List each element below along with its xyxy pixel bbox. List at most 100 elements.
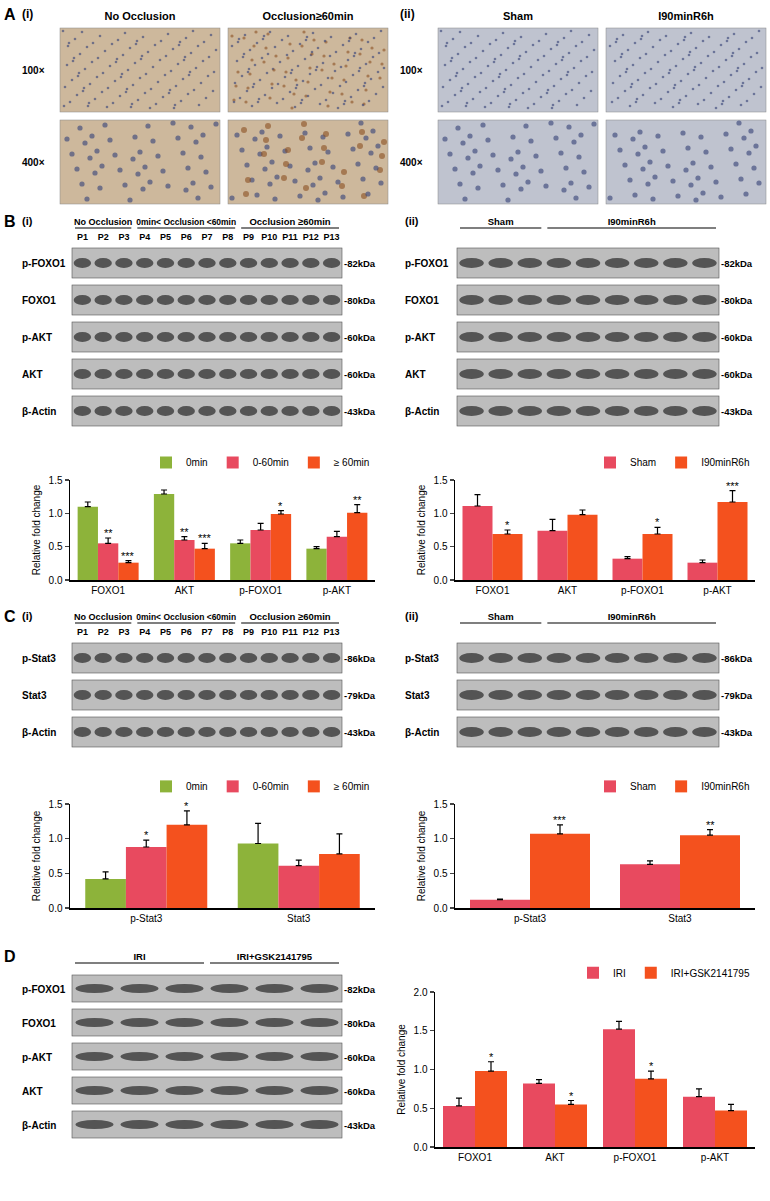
svg-text:Relative fold change: Relative fold change (416, 810, 427, 901)
svg-text:1.0: 1.0 (49, 508, 63, 519)
svg-text:-60kDa: -60kDa (344, 1086, 376, 1097)
svg-text:FOXO1: FOXO1 (22, 1018, 56, 1029)
svg-text:p-Stat3: p-Stat3 (405, 653, 439, 664)
svg-text:IRI: IRI (133, 951, 145, 962)
svg-text:-60kDa: -60kDa (721, 369, 753, 380)
svg-text:P3: P3 (118, 232, 129, 242)
svg-text:P2: P2 (98, 232, 109, 242)
svg-text:0.5: 0.5 (434, 868, 448, 879)
svg-text:p-AKT: p-AKT (22, 332, 52, 343)
svg-text:β-Actin: β-Actin (405, 727, 439, 738)
svg-text:0.0: 0.0 (434, 575, 448, 586)
svg-text:P4: P4 (139, 627, 150, 637)
svg-text:(ii): (ii) (405, 215, 419, 227)
svg-text:0min< Occlusion <60min: 0min< Occlusion <60min (136, 611, 236, 622)
svg-text:p-AKT: p-AKT (701, 1152, 729, 1163)
svg-text:IRI: IRI (613, 968, 626, 979)
svg-text:IRI+GSK2141795: IRI+GSK2141795 (237, 951, 313, 962)
svg-text:1.0: 1.0 (434, 833, 448, 844)
svg-text:FOXO1: FOXO1 (458, 1152, 492, 1163)
svg-text:1.0: 1.0 (434, 508, 448, 519)
svg-text:P6: P6 (181, 232, 192, 242)
svg-text:1.5: 1.5 (49, 475, 63, 486)
svg-text:FOXO1: FOXO1 (91, 585, 125, 596)
svg-text:**: ** (180, 526, 189, 538)
svg-text:P11: P11 (282, 627, 298, 637)
svg-text:p-FOXO1: p-FOXO1 (239, 585, 282, 596)
svg-text:Stat3: Stat3 (287, 913, 311, 924)
svg-text:P5: P5 (160, 627, 171, 637)
svg-text:*: * (489, 1051, 494, 1063)
svg-text:(i): (i) (22, 610, 33, 622)
svg-text:Stat3: Stat3 (668, 913, 692, 924)
svg-text:0min< Occlusion <60min: 0min< Occlusion <60min (136, 216, 236, 227)
svg-text:0.0: 0.0 (414, 1142, 428, 1153)
svg-text:0min: 0min (186, 781, 208, 792)
svg-text:-60kDa: -60kDa (344, 1052, 376, 1063)
svg-text:I90minR6h: I90minR6h (658, 10, 714, 22)
svg-text:*: * (505, 519, 510, 531)
svg-text:-43kDa: -43kDa (721, 727, 753, 738)
svg-text:β-Actin: β-Actin (22, 406, 56, 417)
svg-text:2.0: 2.0 (414, 987, 428, 998)
svg-text:Sham: Sham (488, 611, 514, 622)
svg-text:C: C (4, 608, 16, 625)
svg-text:-82kDa: -82kDa (344, 984, 376, 995)
svg-text:*: * (144, 829, 149, 841)
svg-text:-43kDa: -43kDa (344, 727, 376, 738)
svg-text:No Occlusion: No Occlusion (74, 611, 132, 622)
svg-text:No Occlusion: No Occlusion (105, 10, 176, 22)
svg-text:*: * (569, 1090, 574, 1102)
svg-text:p-Stat3: p-Stat3 (22, 653, 56, 664)
svg-text:1.0: 1.0 (414, 1064, 428, 1075)
svg-text:p-FOXO1: p-FOXO1 (405, 258, 449, 269)
svg-text:-79kDa: -79kDa (721, 690, 753, 701)
svg-text:p-AKT: p-AKT (405, 332, 435, 343)
svg-text:0.5: 0.5 (49, 541, 63, 552)
svg-text:P1: P1 (77, 232, 88, 242)
svg-text:0.5: 0.5 (49, 868, 63, 879)
svg-text:P9: P9 (243, 232, 254, 242)
svg-text:-80kDa: -80kDa (721, 295, 753, 306)
svg-text:P6: P6 (181, 627, 192, 637)
svg-text:P10: P10 (261, 232, 277, 242)
svg-text:0.0: 0.0 (49, 903, 63, 914)
svg-text:AKT: AKT (22, 369, 43, 380)
svg-text:**: ** (104, 527, 113, 539)
svg-text:β-Actin: β-Actin (22, 1120, 56, 1131)
svg-text:≥ 60min: ≥ 60min (334, 457, 370, 468)
svg-text:AKT: AKT (175, 585, 194, 596)
svg-text:-60kDa: -60kDa (344, 332, 376, 343)
svg-text:p-AKT: p-AKT (323, 585, 351, 596)
svg-text:***: *** (553, 814, 567, 826)
svg-text:-79kDa: -79kDa (344, 690, 376, 701)
svg-text:0.0: 0.0 (434, 903, 448, 914)
svg-text:No Occlusion: No Occlusion (74, 216, 132, 227)
svg-text:***: *** (726, 480, 740, 492)
svg-text:(i): (i) (22, 7, 33, 21)
svg-text:Occlusion≥60min: Occlusion≥60min (262, 10, 353, 22)
svg-text:1.5: 1.5 (434, 475, 448, 486)
svg-text:-80kDa: -80kDa (344, 1018, 376, 1029)
svg-text:0-60min: 0-60min (253, 781, 289, 792)
svg-text:*: * (184, 800, 189, 812)
svg-text:p-FOXO1: p-FOXO1 (621, 585, 664, 596)
svg-text:P10: P10 (261, 627, 277, 637)
svg-text:Stat3: Stat3 (405, 690, 430, 701)
svg-text:P2: P2 (98, 627, 109, 637)
svg-text:0min: 0min (186, 457, 208, 468)
svg-text:B: B (4, 213, 16, 230)
svg-text:-60kDa: -60kDa (344, 369, 376, 380)
svg-text:**: ** (353, 494, 362, 506)
svg-text:0.5: 0.5 (434, 541, 448, 552)
svg-text:D: D (4, 948, 16, 965)
svg-text:Relative fold change: Relative fold change (31, 810, 42, 901)
svg-text:*: * (649, 1060, 654, 1072)
svg-text:1.5: 1.5 (434, 799, 448, 810)
svg-text:P12: P12 (303, 627, 319, 637)
svg-text:FOXO1: FOXO1 (22, 295, 56, 306)
svg-text:FOXO1: FOXO1 (405, 295, 439, 306)
svg-text:1.0: 1.0 (49, 833, 63, 844)
svg-text:≥ 60min: ≥ 60min (334, 781, 370, 792)
svg-text:β-Actin: β-Actin (22, 727, 56, 738)
